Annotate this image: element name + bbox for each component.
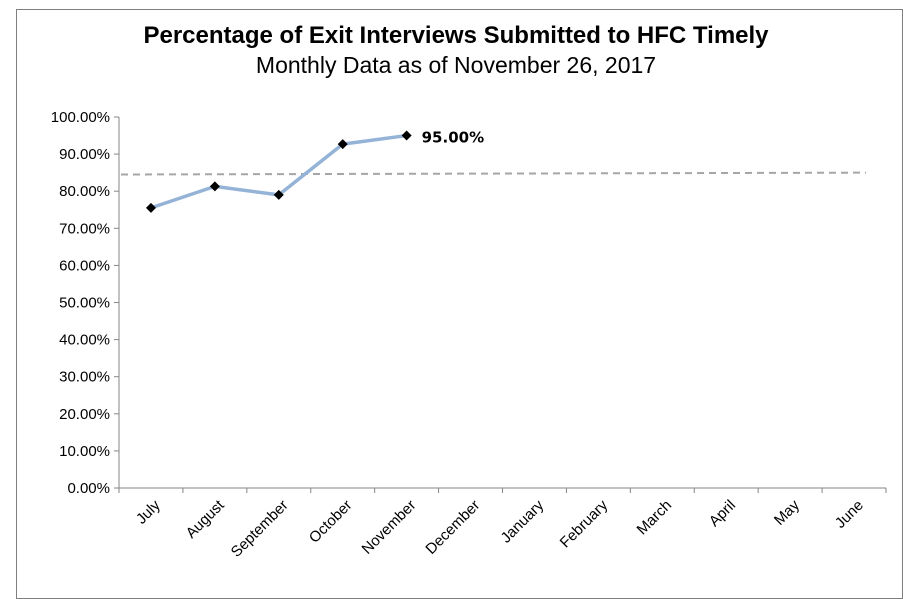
tick-labels: 0.00% 10.00% 20.00% 30.00% 40.00% 50.00% 60.00… bbox=[51, 109, 867, 561]
x-tick-label: December bbox=[422, 497, 483, 558]
chart-frame bbox=[16, 9, 903, 599]
x-tick-label: November bbox=[358, 497, 419, 558]
y-tick-label: 40.00% bbox=[59, 332, 110, 349]
target-reference-line bbox=[120, 171, 867, 176]
y-tick-label: 70.00% bbox=[59, 220, 110, 237]
x-tick-label: May bbox=[771, 496, 803, 528]
data-label: 95.00% bbox=[422, 129, 484, 147]
x-tick-label: September bbox=[228, 497, 292, 561]
x-tick-label: April bbox=[706, 497, 739, 530]
chart-subtitle: Monthly Data as of November 26, 2017 bbox=[255, 52, 657, 78]
data-point-marker bbox=[145, 202, 156, 213]
y-tick-label: 10.00% bbox=[59, 443, 110, 460]
x-tick-label: October bbox=[306, 497, 356, 547]
data-point-marker bbox=[401, 130, 412, 141]
y-tick-label: 100.00% bbox=[51, 109, 110, 126]
x-tick-label: January bbox=[498, 496, 548, 546]
y-tick-label: 30.00% bbox=[59, 369, 110, 386]
y-tick-label: 90.00% bbox=[59, 146, 110, 163]
x-tick-label: February bbox=[557, 496, 612, 551]
series-layer bbox=[145, 130, 412, 213]
data-point-marker bbox=[209, 181, 220, 192]
y-tick-label: 20.00% bbox=[59, 406, 110, 423]
y-tick-label: 50.00% bbox=[59, 295, 110, 312]
x-tick-label: March bbox=[634, 497, 675, 538]
reference-line bbox=[120, 171, 867, 176]
x-tick-label: June bbox=[832, 497, 867, 532]
data-point-marker bbox=[337, 139, 348, 150]
chart-title: Percentage of Exit Interviews Submitted … bbox=[143, 22, 769, 49]
x-tick-label: July bbox=[133, 496, 164, 527]
axes bbox=[114, 116, 887, 493]
y-tick-label: 80.00% bbox=[59, 183, 110, 200]
data-point-marker bbox=[273, 189, 284, 200]
x-tick-label: August bbox=[183, 496, 229, 542]
y-tick-label: 0.00% bbox=[67, 480, 110, 497]
y-tick-label: 60.00% bbox=[59, 257, 110, 274]
